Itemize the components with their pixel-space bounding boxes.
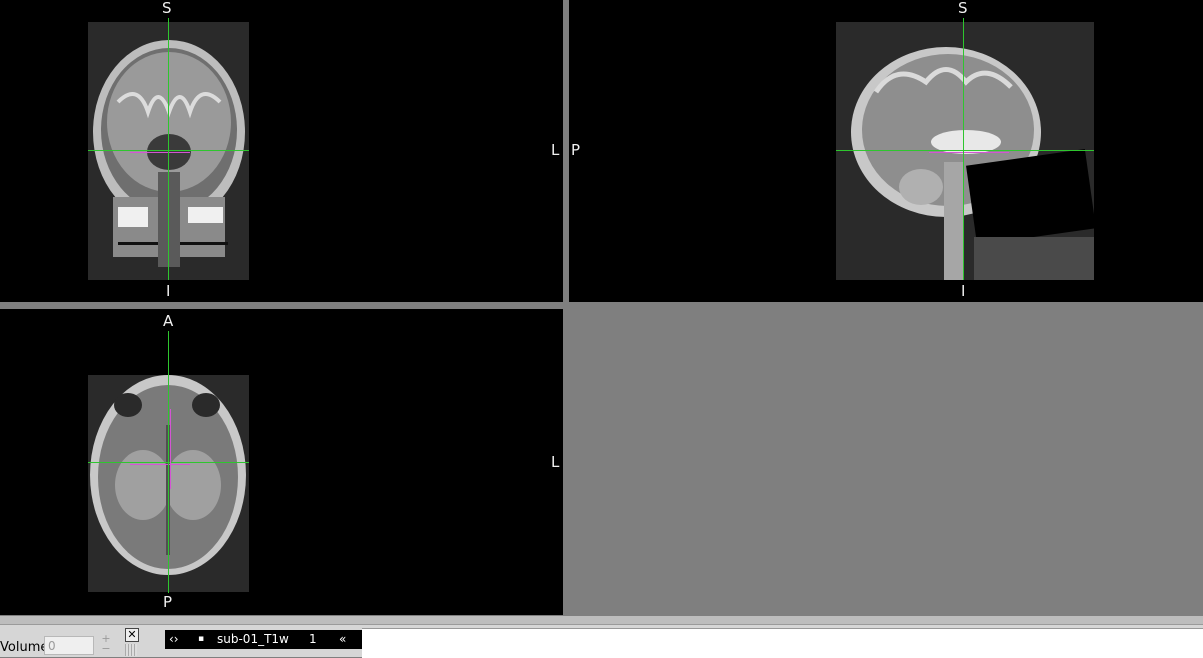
- sagittal-label-bottom: I: [961, 282, 966, 300]
- nav-arrows-icon[interactable]: ‹›: [169, 632, 179, 646]
- panel-resize-handle[interactable]: [0, 616, 1203, 625]
- sagittal-label-top: S: [958, 0, 968, 17]
- axial-view[interactable]: A P L: [0, 309, 563, 615]
- close-icon[interactable]: ✕: [125, 628, 139, 642]
- axial-crosshair-magenta-vertical: [170, 409, 171, 489]
- sagittal-crosshair-horizontal: [836, 150, 1094, 151]
- axial-label-top: A: [163, 312, 174, 330]
- volume-input[interactable]: 0: [44, 636, 94, 655]
- coronal-view[interactable]: S I L: [0, 0, 563, 302]
- sagittal-slice-image: [836, 22, 1094, 280]
- coronal-label-bottom: I: [166, 282, 171, 300]
- sagittal-view[interactable]: P S I: [569, 0, 1203, 302]
- layer-opacity[interactable]: 1: [309, 632, 317, 646]
- overlay-list-area[interactable]: [362, 628, 1203, 658]
- visibility-toggle-icon[interactable]: ▪: [198, 634, 205, 644]
- sagittal-label-left: P: [571, 141, 581, 159]
- drag-grip-icon[interactable]: [125, 644, 137, 656]
- stepper-plus-icon[interactable]: +: [101, 632, 111, 645]
- overlay-list-row[interactable]: ‹› ▪ sub-01_T1w 1 «: [165, 630, 362, 649]
- coronal-crosshair-magenta-horizontal: [130, 152, 190, 153]
- sagittal-crosshair-vertical: [963, 18, 964, 280]
- sagittal-crosshair-magenta-horizontal: [929, 152, 1009, 153]
- axial-label-bottom: P: [163, 593, 173, 611]
- coronal-label-top: S: [162, 0, 172, 17]
- coronal-crosshair-vertical: [168, 18, 169, 280]
- axial-crosshair-vertical: [168, 331, 169, 593]
- coronal-label-right: L: [551, 141, 560, 159]
- coronal-brain-graphic: [93, 40, 245, 267]
- stepper-minus-icon[interactable]: −: [101, 642, 111, 655]
- axial-label-right: L: [551, 453, 560, 471]
- layer-name[interactable]: sub-01_T1w: [217, 632, 289, 646]
- collapse-icon[interactable]: «: [339, 632, 347, 646]
- axial-crosshair-magenta-horizontal: [130, 464, 190, 465]
- sagittal-brain-graphic: [851, 47, 1094, 280]
- volume-label: Volume: [0, 640, 49, 655]
- volume-stepper[interactable]: + −: [98, 632, 114, 656]
